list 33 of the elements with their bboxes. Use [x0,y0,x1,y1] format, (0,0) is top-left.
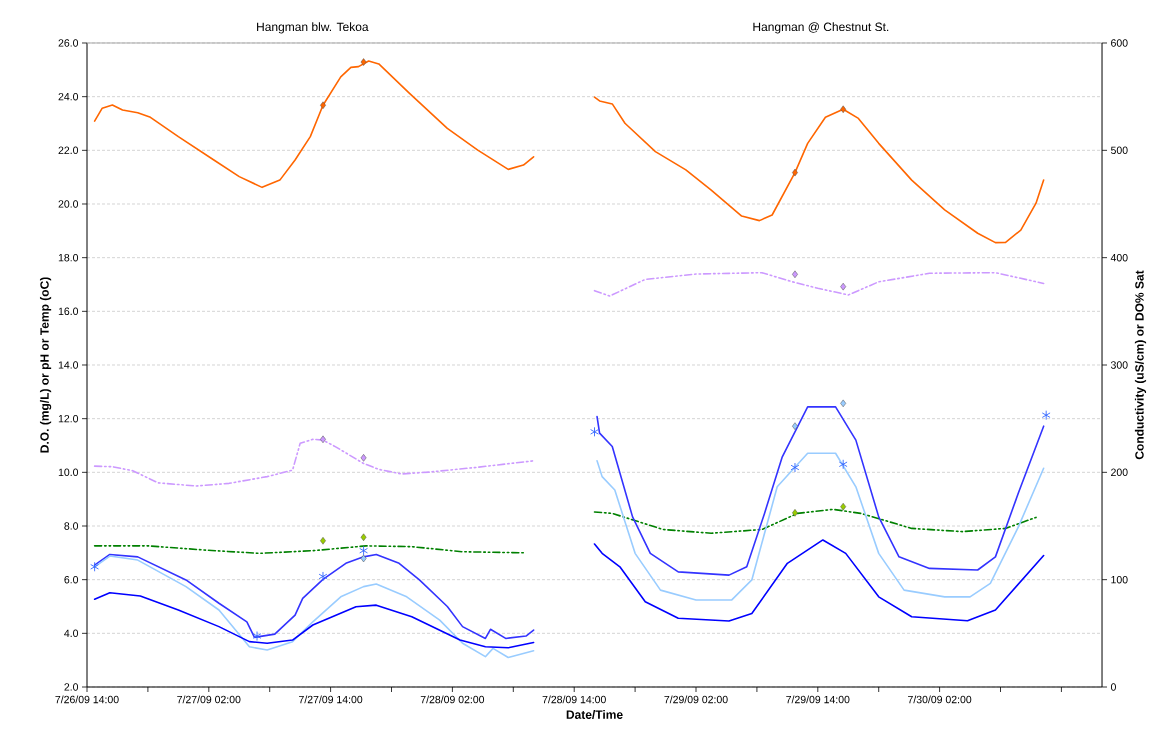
x-tick-label: 7/30/09 02:00 [908,695,972,704]
y-tick-label: 16.0 [58,307,79,316]
y-tick-label: 8.0 [64,522,79,530]
x-tick-label: 7/29/09 02:00 [664,695,728,704]
x-tick-label: 7/29/09 14:00 [786,695,850,704]
y-axis-title: D.O. (mg/L) or pH or Temp (oC) [39,277,52,453]
y-tick-label: 14.0 [58,361,79,369]
y2-tick-label: 600 [1111,39,1128,47]
x-tick-label: 7/28/09 14:00 [542,695,606,704]
y-tick-label: 4.0 [64,629,79,638]
y-tick-label: 22.0 [58,146,79,155]
y-tick-label: 24.0 [58,92,79,101]
text: Hangman blw. Tekoa [257,22,369,34]
y2-tick-label: 0 [1110,683,1116,691]
x-tick-label: 7/26/09 14:00 [55,695,119,704]
x-tick-label: 7/27/09 02:00 [177,695,241,704]
x-tick-label: 7/28/09 02:00 [420,695,485,704]
y2-axis-title: Conductivity (uS/cm) or DO% Sat [1134,270,1147,460]
y-tick-label: 2.0 [64,683,79,691]
y-tick-label: 10.0 [58,468,79,477]
y2-tick-label: 400 [1110,253,1128,262]
y2-tick-label: 300 [1110,361,1128,369]
x-tick-label: 7/27/09 14:00 [299,695,363,704]
y2-tick-label: 100 [1111,575,1128,584]
y-tick-label: 6.0 [64,575,79,584]
y-tick-label: 20.0 [58,200,79,208]
y-tick-label: 26.0 [58,39,79,47]
y-tick-label: 12.0 [58,414,79,423]
x-axis-title: Date/Time [566,710,623,719]
y2-tick-label: 200 [1111,468,1128,477]
text: Hangman @ Chestnut St. [753,22,889,34]
y2-tick-label: 500 [1110,146,1128,155]
y-tick-label: 18.0 [58,253,79,262]
